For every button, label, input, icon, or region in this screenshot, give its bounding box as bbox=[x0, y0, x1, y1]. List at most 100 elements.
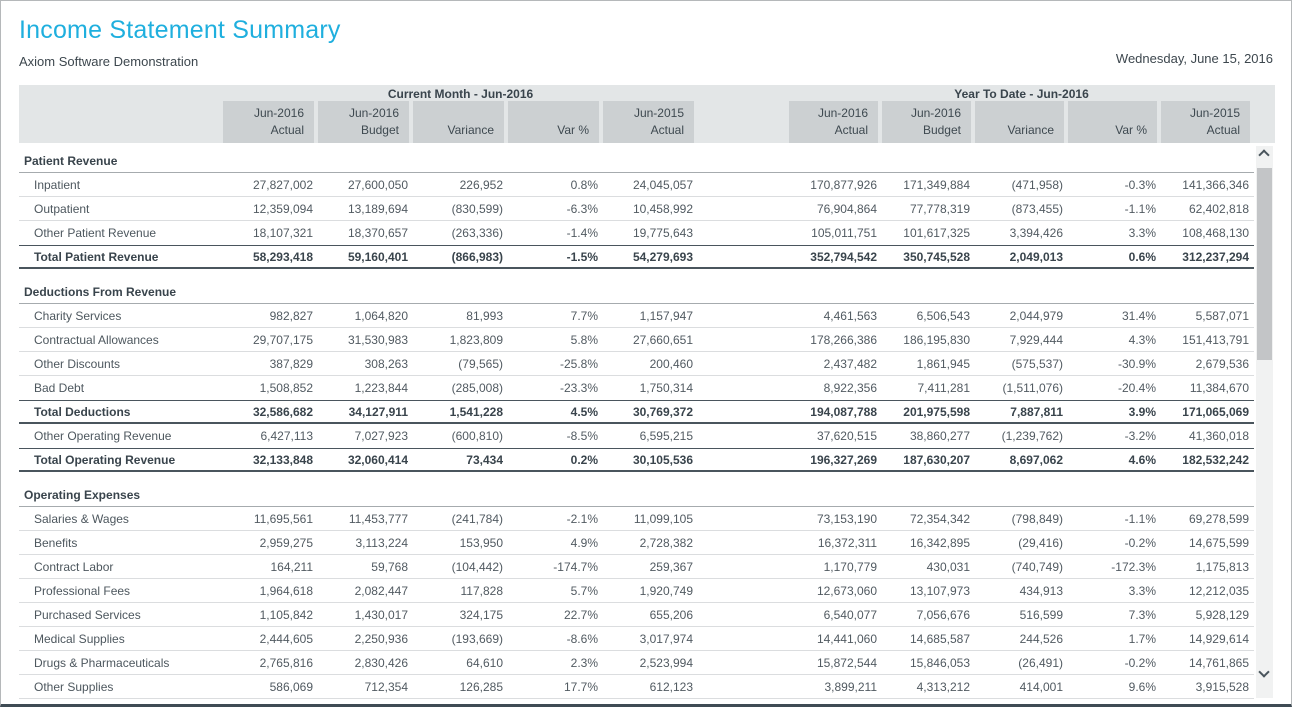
cell-year-to-date-2: (740,749) bbox=[1011, 559, 1063, 574]
cell-year-to-date-0: 16,372,311 bbox=[817, 535, 877, 550]
cell-current-month-3: -8.6% bbox=[566, 631, 598, 646]
column-header-line1: Jun-2016 bbox=[348, 106, 399, 120]
column-header-line1 bbox=[975, 105, 1054, 122]
cell-current-month-4: 200,460 bbox=[649, 356, 693, 371]
vertical-scrollbar[interactable] bbox=[1256, 146, 1273, 698]
cell-current-month-2: 117,828 bbox=[460, 583, 504, 598]
table-row: Total Deductions 32,586,682 34,127,911 1,54… bbox=[19, 400, 1254, 424]
cell-year-to-date-1: 171,349,884 bbox=[903, 177, 970, 192]
cell-year-to-date-3: 1.7% bbox=[1128, 631, 1156, 646]
cell-year-to-date-1: 38,860,277 bbox=[909, 429, 970, 443]
cell-current-month-3: 0.2% bbox=[570, 452, 598, 467]
cell-year-to-date-4: 14,675,599 bbox=[1188, 535, 1249, 550]
table-row: Salaries & Wages 11,695,561 11,453,777 (241… bbox=[19, 507, 1254, 531]
cell-year-to-date-2: (1,511,076) bbox=[1002, 381, 1064, 395]
cell-current-month-4: 655,206 bbox=[649, 607, 693, 622]
row-label: Deductions From Revenue bbox=[24, 285, 177, 299]
cell-current-month-0: 12,359,094 bbox=[252, 201, 313, 216]
cell-year-to-date-3: -3.2% bbox=[1124, 429, 1156, 443]
cell-year-to-date-3: 7.3% bbox=[1128, 607, 1156, 622]
cell-current-month-4: 54,279,693 bbox=[632, 249, 693, 264]
cell-year-to-date-4: 62,402,818 bbox=[1188, 201, 1249, 216]
table-row: Inpatient 27,827,002 27,600,050 226,952 0.8%… bbox=[19, 173, 1254, 197]
cell-current-month-2: (241,784) bbox=[451, 511, 503, 526]
cell-current-month-1: 59,160,401 bbox=[347, 249, 408, 264]
cell-current-month-2: 153,950 bbox=[459, 535, 503, 550]
row-label: Contract Labor bbox=[34, 559, 114, 574]
column-header-line2: Actual bbox=[270, 123, 304, 137]
cell-year-to-date-3: 9.6% bbox=[1128, 679, 1156, 694]
cell-current-month-3: 5.7% bbox=[570, 583, 598, 598]
row-label: Inpatient bbox=[34, 177, 81, 192]
cell-year-to-date-4: 171,065,069 bbox=[1182, 404, 1249, 419]
column-header-cm-1: Jun-2016 Budget bbox=[318, 101, 409, 143]
row-label: Other Patient Revenue bbox=[34, 226, 157, 240]
cell-current-month-3: 4.5% bbox=[570, 404, 598, 419]
column-header-cm-3: Var % bbox=[508, 101, 599, 143]
cell-current-month-1: 1,064,820 bbox=[354, 308, 408, 323]
scroll-down-button[interactable] bbox=[1256, 666, 1273, 684]
row-label: Contractual Allowances bbox=[34, 332, 159, 347]
cell-current-month-2: 126,285 bbox=[459, 679, 503, 694]
cell-current-month-0: 11,695,561 bbox=[253, 511, 313, 526]
cell-year-to-date-3: -20.4% bbox=[1117, 381, 1156, 395]
scroll-up-button[interactable] bbox=[1256, 146, 1273, 163]
cell-current-month-4: 24,045,057 bbox=[632, 177, 693, 192]
cell-current-month-2: 64,610 bbox=[466, 655, 503, 670]
table-row: Contractual Allowances 29,707,175 31,530,9… bbox=[19, 328, 1254, 352]
cell-year-to-date-3: -0.2% bbox=[1124, 535, 1156, 550]
cell-year-to-date-1: 7,411,281 bbox=[917, 381, 971, 395]
cell-year-to-date-0: 3,899,211 bbox=[824, 679, 878, 694]
cell-current-month-4: 27,660,651 bbox=[632, 332, 693, 347]
cell-current-month-3: 2.3% bbox=[570, 655, 598, 670]
row-label: Salaries & Wages bbox=[34, 511, 129, 526]
cell-year-to-date-4: 1,175,813 bbox=[1195, 559, 1249, 574]
chevron-up-icon bbox=[1258, 149, 1270, 161]
cell-year-to-date-1: 187,630,207 bbox=[903, 452, 970, 467]
cell-year-to-date-2: 516,599 bbox=[1019, 607, 1063, 622]
cell-year-to-date-1: 4,313,212 bbox=[916, 679, 970, 694]
row-label: Outpatient bbox=[34, 201, 90, 216]
cell-current-month-0: 29,707,175 bbox=[252, 332, 313, 347]
row-label: Total Patient Revenue bbox=[34, 249, 159, 264]
cell-current-month-0: 58,293,418 bbox=[252, 249, 313, 264]
cell-year-to-date-4: 141,366,346 bbox=[1182, 177, 1249, 192]
cell-year-to-date-0: 352,794,542 bbox=[810, 249, 877, 264]
cell-current-month-3: -23.3% bbox=[559, 381, 598, 395]
page-title: Income Statement Summary bbox=[19, 16, 341, 44]
cell-year-to-date-1: 1,861,945 bbox=[916, 356, 970, 371]
cell-current-month-2: 1,541,228 bbox=[449, 404, 503, 419]
cell-current-month-3: 7.7% bbox=[570, 308, 598, 323]
cell-current-month-3: -25.8% bbox=[559, 356, 598, 371]
cell-current-month-4: 1,157,947 bbox=[639, 308, 693, 323]
table-row: Total Operating Revenue 32,133,848 32,060,… bbox=[19, 448, 1254, 472]
row-label: Medical Supplies bbox=[34, 631, 125, 646]
cell-current-month-0: 2,765,816 bbox=[259, 655, 313, 670]
cell-current-month-2: (193,669) bbox=[451, 631, 503, 646]
table-body: Patient Revenue Inpatient 27,827,002 27,600… bbox=[19, 147, 1254, 699]
table-row: Charity Services 982,827 1,064,820 81,993 7.… bbox=[19, 304, 1254, 328]
column-header-line1: Jun-2015 bbox=[1189, 106, 1240, 120]
column-header-line2: Actual bbox=[834, 123, 868, 137]
cell-year-to-date-1: 14,685,587 bbox=[909, 631, 970, 646]
cell-current-month-2: 226,952 bbox=[459, 177, 503, 192]
cell-current-month-3: 17.7% bbox=[563, 679, 598, 694]
cell-year-to-date-0: 6,540,077 bbox=[823, 607, 877, 622]
cell-current-month-4: 3,017,974 bbox=[639, 631, 693, 646]
column-header-line2: Var % bbox=[1115, 123, 1147, 137]
scrollbar-thumb[interactable] bbox=[1257, 168, 1272, 360]
group-gap-spacer bbox=[698, 101, 789, 143]
cell-current-month-1: 59,768 bbox=[371, 559, 408, 574]
cell-year-to-date-2: 7,929,444 bbox=[1009, 332, 1063, 347]
cell-year-to-date-0: 2,437,482 bbox=[823, 356, 877, 371]
cell-year-to-date-2: 8,697,062 bbox=[1009, 452, 1063, 467]
cell-current-month-1: 3,113,224 bbox=[355, 535, 409, 550]
cell-year-to-date-3: -0.3% bbox=[1124, 177, 1156, 192]
cell-year-to-date-0: 14,441,060 bbox=[816, 631, 877, 646]
table-row bbox=[19, 269, 1254, 278]
cell-year-to-date-1: 13,107,973 bbox=[909, 583, 970, 598]
cell-current-month-0: 1,105,842 bbox=[259, 607, 313, 622]
row-label: Total Operating Revenue bbox=[34, 452, 176, 467]
cell-year-to-date-0: 15,872,544 bbox=[816, 655, 877, 670]
